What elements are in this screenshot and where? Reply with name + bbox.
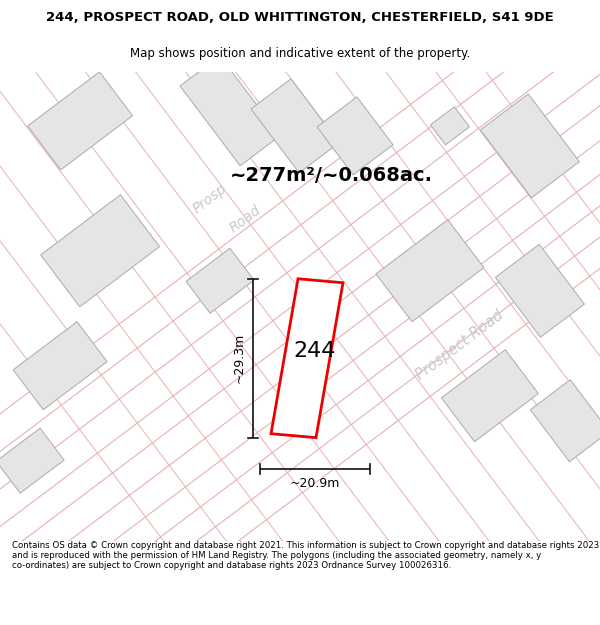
Polygon shape <box>13 322 107 410</box>
Polygon shape <box>271 279 343 438</box>
Text: Contains OS data © Crown copyright and database right 2021. This information is : Contains OS data © Crown copyright and d… <box>12 541 599 571</box>
Text: Prosp: Prosp <box>190 182 230 216</box>
Polygon shape <box>496 244 584 338</box>
Text: Road: Road <box>227 202 263 235</box>
Text: Prospect Road: Prospect Road <box>413 308 506 384</box>
Polygon shape <box>376 220 484 322</box>
Polygon shape <box>430 107 469 145</box>
Polygon shape <box>481 94 580 198</box>
Text: Map shows position and indicative extent of the property.: Map shows position and indicative extent… <box>130 48 470 61</box>
Polygon shape <box>0 428 64 493</box>
Polygon shape <box>251 79 339 172</box>
Text: ~29.3m: ~29.3m <box>233 333 245 383</box>
Text: ~277m²/~0.068ac.: ~277m²/~0.068ac. <box>230 166 433 186</box>
Polygon shape <box>41 195 160 307</box>
Text: ~20.9m: ~20.9m <box>290 477 340 490</box>
Polygon shape <box>530 380 600 462</box>
Text: 244: 244 <box>294 341 336 361</box>
Polygon shape <box>442 350 538 442</box>
Polygon shape <box>186 248 254 313</box>
Polygon shape <box>317 97 393 175</box>
Polygon shape <box>180 56 280 166</box>
Text: 244, PROSPECT ROAD, OLD WHITTINGTON, CHESTERFIELD, S41 9DE: 244, PROSPECT ROAD, OLD WHITTINGTON, CHE… <box>46 11 554 24</box>
Polygon shape <box>28 72 133 170</box>
